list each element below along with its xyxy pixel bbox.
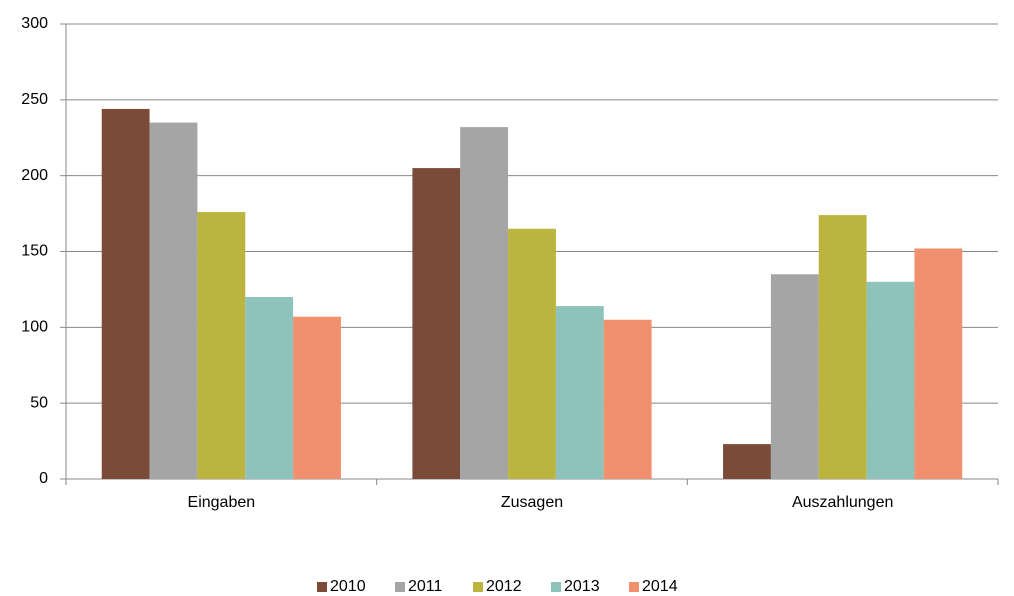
- y-tick-label: 250: [21, 91, 48, 108]
- y-tick-label: 50: [30, 394, 48, 411]
- legend-swatch: [395, 582, 405, 592]
- legend-label: 2011: [408, 578, 443, 595]
- bar: [555, 306, 604, 479]
- legend-label: 2013: [564, 578, 600, 595]
- y-tick-label: 200: [21, 167, 48, 184]
- bar: [245, 297, 294, 479]
- legend-label: 2014: [642, 578, 678, 595]
- y-tick-label: 100: [21, 319, 48, 336]
- y-tick-label: 150: [21, 243, 48, 260]
- legend-swatch: [551, 582, 561, 592]
- legend-label: 2010: [330, 578, 366, 595]
- legend-swatch: [629, 582, 639, 592]
- bar: [101, 108, 150, 479]
- bar: [412, 168, 461, 480]
- bar: [818, 215, 867, 479]
- bar: [770, 274, 819, 479]
- legend-swatch: [317, 582, 327, 592]
- bar: [149, 122, 198, 479]
- bar: [197, 212, 246, 480]
- x-tick-label: Eingaben: [188, 494, 256, 511]
- bar: [508, 228, 556, 479]
- x-tick-label: Zusagen: [501, 494, 563, 511]
- bar: [866, 281, 915, 479]
- x-tick-label: Auszahlungen: [792, 494, 893, 511]
- bar: [723, 444, 771, 479]
- legend-label: 2012: [486, 578, 522, 595]
- bar: [603, 319, 652, 479]
- y-tick-label: 0: [39, 470, 48, 487]
- bar: [293, 316, 341, 479]
- bar: [914, 248, 963, 479]
- legend-swatch: [473, 582, 483, 592]
- y-tick-label: 300: [21, 15, 48, 32]
- bar: [460, 127, 509, 479]
